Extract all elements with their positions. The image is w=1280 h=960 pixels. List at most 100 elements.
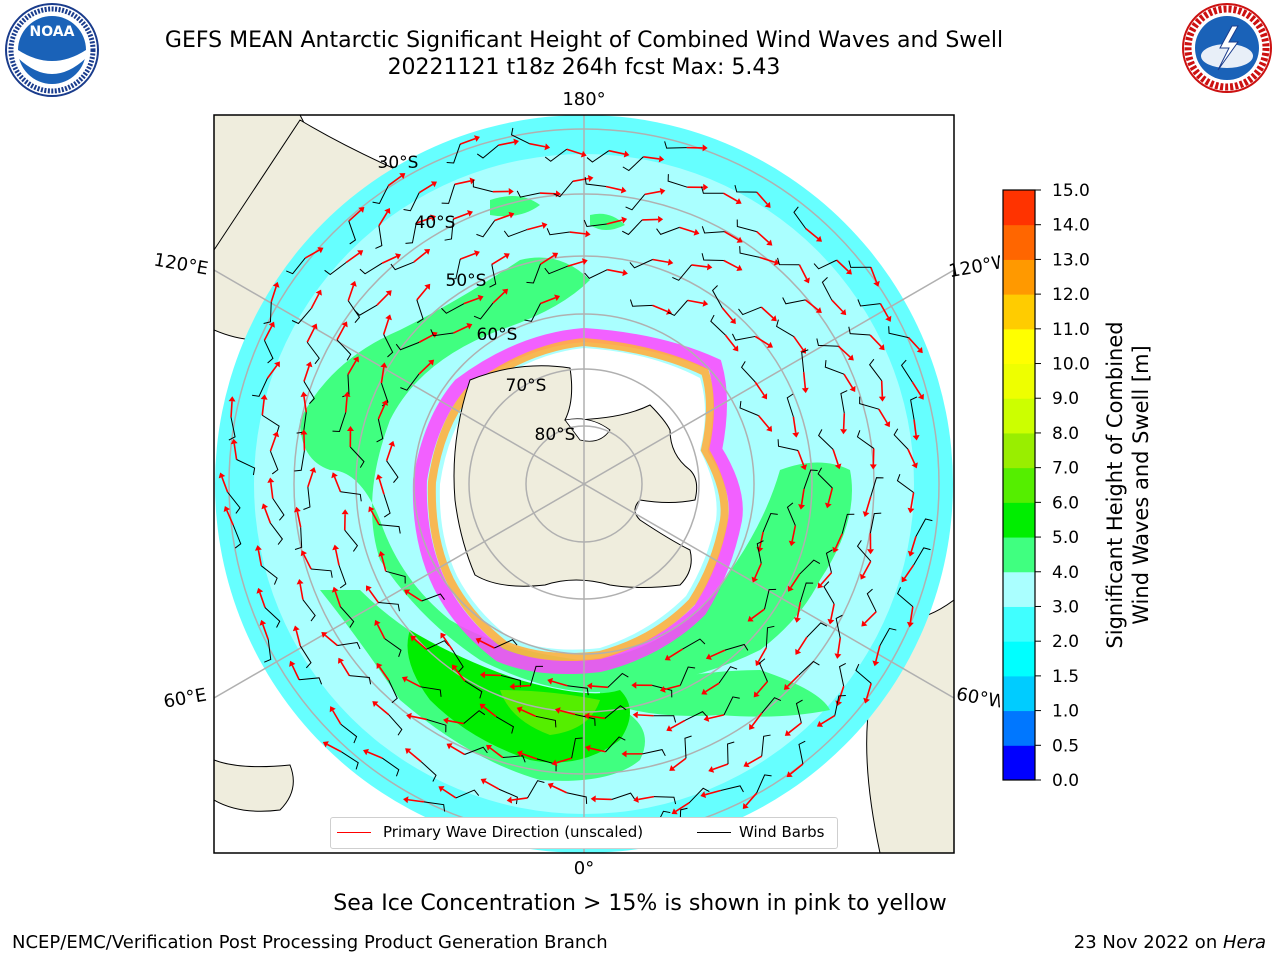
wind-barb-swatch	[697, 832, 731, 833]
wind-barb	[269, 522, 283, 545]
wave-arrow-head	[801, 387, 809, 394]
wave-arrow-head	[706, 263, 713, 271]
wave-arrow-head	[916, 347, 923, 354]
credit-date: 23 Nov 2022 on Hera	[1074, 932, 1266, 953]
wave-arrow-head	[736, 236, 743, 243]
wind-barb	[701, 226, 725, 234]
wave-arrow-head	[749, 723, 755, 730]
wave-arrow	[385, 445, 393, 462]
wave-arrow-head	[401, 676, 408, 683]
wave-arrow-head	[847, 354, 854, 361]
wave-arrow-head	[751, 576, 759, 583]
wave-arrow-head	[632, 711, 638, 719]
wave-arrow	[453, 212, 469, 220]
wind-barb	[571, 737, 583, 759]
wave-arrow	[418, 183, 434, 194]
wave-arrow	[295, 630, 302, 646]
wave-arrow	[332, 710, 342, 725]
wave-arrow	[306, 327, 316, 343]
wind-barb	[893, 428, 909, 450]
wind-barb	[604, 705, 627, 719]
wind-barb	[870, 477, 884, 497]
wind-barb	[900, 359, 913, 383]
wind-barb	[824, 360, 845, 375]
wave-arrow	[865, 496, 872, 513]
wave-arrow	[405, 678, 421, 688]
wave-arrow	[269, 435, 277, 452]
wave-arrow	[334, 591, 342, 607]
wind-barb	[621, 219, 643, 236]
wave-arrow-head	[473, 250, 480, 257]
wave-arrow	[263, 507, 272, 524]
wave-arrow-head	[467, 210, 473, 217]
wind-barb	[426, 640, 450, 650]
wind-barb	[379, 524, 401, 534]
wind-barb	[430, 329, 454, 337]
wave-arrow	[722, 192, 738, 202]
wave-arrow-head	[736, 264, 743, 272]
wave-arrow-head	[907, 507, 915, 514]
wave-arrow-head	[466, 323, 473, 330]
wind-barb	[652, 684, 673, 698]
wave-arrow-head	[786, 771, 793, 778]
wind-barb	[489, 264, 497, 288]
wave-arrow-head	[658, 155, 665, 163]
colorbar-tick-label: 14.0	[1052, 216, 1090, 236]
wave-arrow	[511, 797, 528, 801]
wave-arrow-head	[357, 250, 364, 257]
wave-arrow	[747, 755, 763, 765]
wave-arrow	[837, 345, 851, 358]
wave-arrow-head	[873, 280, 880, 287]
wind-barb	[385, 570, 406, 584]
wave-arrow	[492, 291, 506, 304]
wave-arrow-head	[585, 744, 591, 752]
wave-arrow-head	[261, 503, 268, 510]
wave-arrow-head	[552, 252, 559, 259]
wind-barb	[838, 662, 846, 687]
wave-arrow	[539, 192, 556, 195]
wind-barb	[823, 581, 835, 605]
wave-arrow-head	[272, 431, 280, 438]
wave-arrow	[380, 367, 385, 384]
wave-arrow	[526, 224, 543, 231]
wave-arrow	[410, 715, 427, 721]
wave-arrow-head	[840, 429, 848, 435]
wave-arrow	[459, 252, 476, 260]
wave-arrow-head	[834, 463, 842, 470]
wave-arrow-head	[743, 761, 750, 768]
wind-barb	[448, 259, 461, 280]
wind-barb	[866, 588, 877, 612]
wind-barb	[390, 261, 414, 271]
wind-barb	[711, 285, 723, 309]
wave-arrow	[270, 286, 277, 303]
wave-arrow	[668, 648, 684, 659]
wave-arrow	[233, 443, 238, 460]
wave-arrow-head	[659, 685, 666, 693]
wave-arrow-head	[816, 720, 824, 727]
wave-arrow	[705, 682, 720, 693]
wave-arrow-head	[917, 393, 924, 400]
wave-arrow-head	[372, 701, 379, 707]
wave-arrow	[263, 325, 273, 341]
wave-arrow	[261, 399, 265, 416]
nws-logo	[1182, 3, 1272, 93]
wind-barb	[340, 723, 358, 744]
wave-arrow	[484, 780, 500, 790]
wave-arrow	[870, 266, 878, 283]
wave-arrow	[837, 637, 842, 654]
wave-arrow	[754, 335, 770, 346]
colorbar-cell	[1003, 224, 1035, 260]
wind-barb	[306, 341, 320, 365]
colorbar-cell	[1003, 363, 1035, 399]
wave-arrow	[226, 510, 234, 526]
wave-arrow-head	[761, 393, 768, 400]
wave-arrow-head	[621, 216, 628, 224]
wave-arrow-head	[516, 750, 523, 757]
wind-barb	[841, 513, 855, 534]
wave-arrow	[567, 260, 584, 267]
wave-arrow	[862, 560, 872, 576]
wind-barb	[786, 393, 794, 418]
wind-barb	[476, 144, 499, 159]
wave-arrow	[336, 325, 346, 341]
wind-barb	[765, 625, 775, 648]
